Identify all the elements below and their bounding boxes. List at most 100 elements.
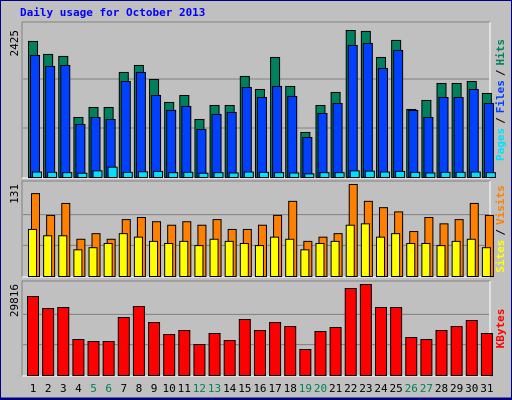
x-tick-label: 2 (45, 382, 52, 395)
legend-entry: Hits (494, 39, 507, 66)
bar (151, 94, 162, 178)
bar (45, 65, 56, 178)
bar (102, 341, 115, 376)
bar (329, 327, 342, 376)
bar (47, 171, 58, 179)
bar (393, 49, 404, 178)
x-tick-label: 30 (465, 382, 478, 395)
bar (453, 96, 464, 178)
bar (132, 306, 145, 377)
bar (410, 171, 421, 179)
bar (183, 171, 194, 179)
x-tick-label: 1 (30, 382, 37, 395)
bar (103, 242, 113, 278)
bar (258, 171, 269, 179)
bar (451, 240, 461, 277)
legend: Pages / Files / Hits (494, 39, 507, 161)
bar (118, 233, 128, 278)
bar (379, 171, 390, 178)
legend: Sites / Visits (494, 185, 507, 273)
bar (480, 333, 493, 376)
bar (299, 348, 312, 377)
x-tick-label: 7 (120, 382, 127, 395)
bar (164, 242, 174, 278)
bar (420, 339, 433, 376)
bar (289, 172, 300, 179)
x-tick-label: 6 (105, 382, 112, 395)
legend-entry: Visits (494, 185, 507, 225)
x-tick-label: 24 (374, 382, 388, 395)
bar (181, 105, 192, 178)
bar (211, 113, 222, 179)
bar (315, 242, 325, 278)
bar (75, 123, 86, 178)
bar (72, 339, 85, 376)
bar (168, 172, 179, 178)
bar (90, 116, 101, 178)
bar (224, 240, 234, 277)
bar (213, 172, 224, 178)
bar (62, 172, 73, 178)
legend-entry: Files (494, 80, 507, 113)
x-tick-label: 27 (420, 382, 433, 395)
bar (73, 249, 83, 277)
bar (362, 42, 373, 179)
x-tick-label: 28 (435, 382, 448, 395)
bar (374, 307, 387, 377)
legend-entry: KBytes (494, 309, 507, 349)
bar (287, 95, 298, 178)
bar (465, 320, 478, 376)
x-tick-label: 9 (151, 382, 158, 395)
bar (193, 343, 206, 377)
x-tick-label: 25 (389, 382, 402, 395)
x-tick-label: 3 (60, 382, 67, 395)
bar (347, 44, 358, 179)
bar (377, 67, 388, 178)
bar (137, 171, 148, 179)
bar (58, 235, 68, 278)
bar (344, 288, 357, 377)
bar (304, 173, 315, 178)
x-tick-label: 12 (193, 382, 206, 395)
x-tick-label: 19 (299, 382, 312, 395)
bar (375, 236, 385, 277)
bar (390, 307, 403, 377)
bar (360, 223, 370, 278)
legend-separator: / (494, 229, 507, 236)
x-tick-label: 4 (75, 382, 82, 395)
legend-separator: / (494, 117, 507, 124)
bar (32, 171, 42, 178)
bar (253, 330, 266, 377)
x-tick-label: 15 (238, 382, 251, 395)
x-tick-label: 17 (268, 382, 281, 395)
bar (270, 236, 280, 277)
legend-entry: Pages (494, 128, 507, 161)
bar (198, 172, 209, 178)
bar (163, 334, 176, 376)
bar (364, 170, 375, 179)
bar (196, 128, 207, 178)
bar (269, 322, 282, 376)
x-tick-label: 21 (329, 382, 342, 395)
x-tick-label: 29 (450, 382, 463, 395)
legend-entry: Sites (494, 240, 507, 273)
bar (421, 242, 431, 278)
x-tick-label: 11 (178, 382, 191, 395)
bar (27, 296, 39, 376)
bar (285, 238, 295, 277)
bar (60, 64, 71, 178)
x-tick-label: 26 (405, 382, 418, 395)
bar (317, 112, 328, 178)
bar (450, 326, 463, 376)
bar (274, 172, 285, 178)
bar (284, 326, 297, 376)
x-tick-label: 22 (344, 382, 357, 395)
bar (30, 54, 40, 178)
bar (438, 96, 449, 178)
bar (405, 337, 418, 377)
bar (391, 233, 401, 278)
x-tick-label: 16 (253, 382, 266, 395)
bar (135, 71, 146, 178)
x-tick-label: 14 (223, 382, 237, 395)
bar (345, 224, 355, 277)
